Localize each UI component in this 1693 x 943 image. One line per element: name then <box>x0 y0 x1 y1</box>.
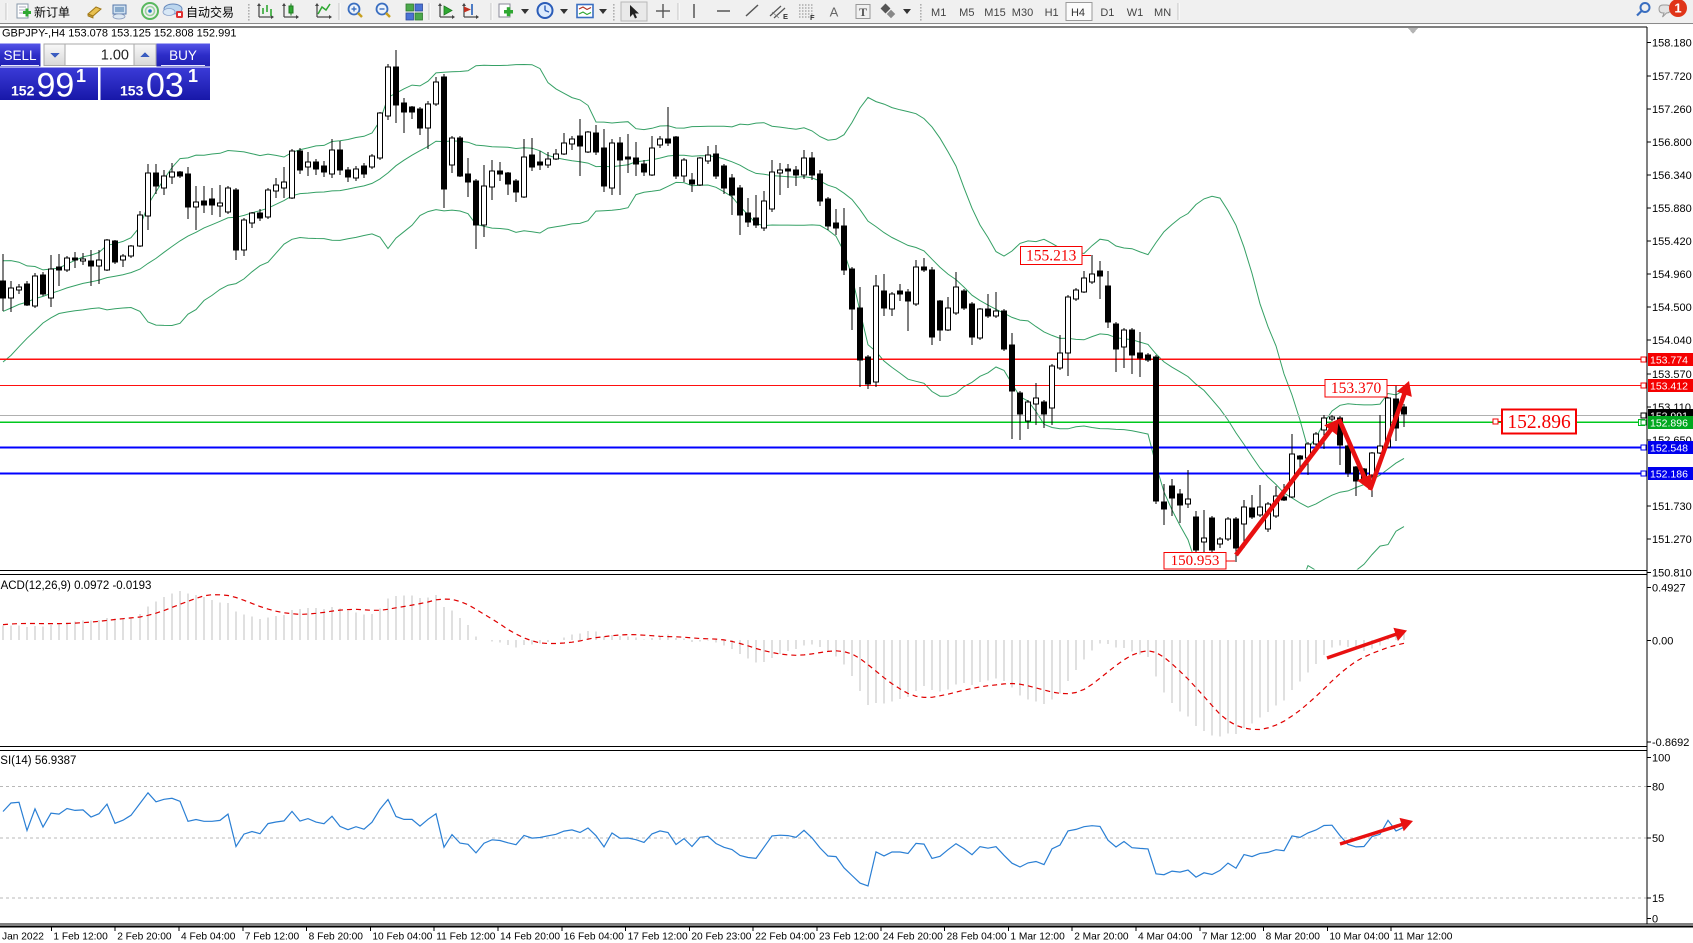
svg-text:W1: W1 <box>1127 7 1144 19</box>
svg-text:10 Mar 04:00: 10 Mar 04:00 <box>1329 932 1389 943</box>
svg-text:151.730: 151.730 <box>1652 501 1692 513</box>
svg-text:152.186: 152.186 <box>1650 469 1688 481</box>
svg-text:50: 50 <box>1652 833 1664 845</box>
svg-text:154.040: 154.040 <box>1652 335 1692 347</box>
svg-text:2 Feb 20:00: 2 Feb 20:00 <box>117 932 172 943</box>
svg-text:15: 15 <box>1652 893 1664 905</box>
svg-text:155.420: 155.420 <box>1652 236 1692 248</box>
svg-text:152.896: 152.896 <box>1507 412 1571 433</box>
svg-text:150.810: 150.810 <box>1652 567 1692 579</box>
svg-text:E: E <box>783 12 788 21</box>
svg-text:F: F <box>810 13 815 22</box>
svg-text:BUY: BUY <box>169 48 197 63</box>
svg-text:156.340: 156.340 <box>1652 170 1692 182</box>
svg-text:154.500: 154.500 <box>1652 302 1692 314</box>
svg-text:11 Mar 12:00: 11 Mar 12:00 <box>1393 932 1453 943</box>
svg-text:16 Feb 04:00: 16 Feb 04:00 <box>564 932 624 943</box>
svg-text:17 Feb 12:00: 17 Feb 12:00 <box>628 932 688 943</box>
svg-text:0.00: 0.00 <box>1652 636 1673 648</box>
svg-text:M30: M30 <box>1012 7 1033 19</box>
svg-text:20 Feb 23:00: 20 Feb 23:00 <box>691 932 751 943</box>
svg-text:0: 0 <box>1652 913 1658 925</box>
svg-text:152: 152 <box>11 83 35 99</box>
svg-text:10 Feb 04:00: 10 Feb 04:00 <box>372 932 432 943</box>
svg-text:SELL: SELL <box>3 48 37 63</box>
svg-text:03: 03 <box>146 67 184 105</box>
svg-text:11 Feb 12:00: 11 Feb 12:00 <box>436 932 496 943</box>
svg-text:80: 80 <box>1652 781 1664 793</box>
svg-text:100: 100 <box>1652 753 1670 765</box>
svg-text:157.720: 157.720 <box>1652 71 1692 83</box>
svg-text:Jan 2022: Jan 2022 <box>2 932 44 943</box>
svg-text:7 Mar 12:00: 7 Mar 12:00 <box>1202 932 1257 943</box>
svg-text:自动交易: 自动交易 <box>186 5 234 20</box>
svg-text:0.4927: 0.4927 <box>1652 582 1686 594</box>
svg-text:151.270: 151.270 <box>1652 534 1692 546</box>
svg-text:H4: H4 <box>1071 7 1085 19</box>
svg-text:新订单: 新订单 <box>34 5 70 20</box>
svg-text:MACD(12,26,9) 0.0972 -0.0193: MACD(12,26,9) 0.0972 -0.0193 <box>0 580 151 592</box>
svg-text:8 Feb 20:00: 8 Feb 20:00 <box>309 932 364 943</box>
svg-text:153.570: 153.570 <box>1652 369 1692 381</box>
svg-text:28 Feb 04:00: 28 Feb 04:00 <box>947 932 1007 943</box>
svg-text:156.800: 156.800 <box>1652 137 1692 149</box>
svg-text:1: 1 <box>76 66 86 86</box>
svg-text:8 Mar 20:00: 8 Mar 20:00 <box>1266 932 1321 943</box>
svg-text:154.960: 154.960 <box>1652 269 1692 281</box>
svg-text:157.260: 157.260 <box>1652 104 1692 116</box>
svg-text:155.213: 155.213 <box>1026 248 1077 265</box>
svg-text:1: 1 <box>188 66 198 86</box>
svg-text:MN: MN <box>1154 7 1171 19</box>
svg-text:A: A <box>830 5 839 20</box>
svg-text:-0.8692: -0.8692 <box>1652 737 1689 749</box>
svg-text:153.370: 153.370 <box>1331 380 1382 397</box>
svg-text:7 Feb 12:00: 7 Feb 12:00 <box>245 932 300 943</box>
svg-text:RSI(14) 56.9387: RSI(14) 56.9387 <box>0 755 76 767</box>
svg-text:1.00: 1.00 <box>101 48 129 64</box>
svg-text:H1: H1 <box>1045 7 1059 19</box>
svg-text:153.412: 153.412 <box>1650 380 1688 392</box>
svg-text:GBPJPY-,H4 153.078 153.125 15: GBPJPY-,H4 153.078 153.125 152.808 152.9… <box>2 28 236 40</box>
svg-text:153: 153 <box>120 83 144 99</box>
svg-text:152.548: 152.548 <box>1650 442 1688 454</box>
svg-text:M1: M1 <box>931 7 946 19</box>
svg-text:152.896: 152.896 <box>1650 417 1688 429</box>
svg-text:153.774: 153.774 <box>1650 354 1688 366</box>
svg-text:2 Mar 20:00: 2 Mar 20:00 <box>1074 932 1129 943</box>
svg-text:M15: M15 <box>984 7 1005 19</box>
svg-text:T: T <box>859 5 867 19</box>
svg-text:23 Feb 12:00: 23 Feb 12:00 <box>819 932 879 943</box>
svg-text:M5: M5 <box>959 7 974 19</box>
svg-text:99: 99 <box>37 67 75 105</box>
svg-text:14 Feb 20:00: 14 Feb 20:00 <box>500 932 560 943</box>
svg-text:155.880: 155.880 <box>1652 203 1692 215</box>
svg-text:4 Mar 04:00: 4 Mar 04:00 <box>1138 932 1193 943</box>
svg-text:4 Feb 04:00: 4 Feb 04:00 <box>181 932 236 943</box>
svg-text:150.953: 150.953 <box>1171 553 1220 569</box>
svg-text:D1: D1 <box>1100 7 1114 19</box>
svg-text:1 Feb 12:00: 1 Feb 12:00 <box>53 932 108 943</box>
svg-text:22 Feb 04:00: 22 Feb 04:00 <box>755 932 815 943</box>
svg-text:1: 1 <box>1674 1 1681 16</box>
svg-text:24 Feb 20:00: 24 Feb 20:00 <box>883 932 943 943</box>
svg-text:158.180: 158.180 <box>1652 38 1692 50</box>
svg-text:1 Mar 12:00: 1 Mar 12:00 <box>1010 932 1065 943</box>
